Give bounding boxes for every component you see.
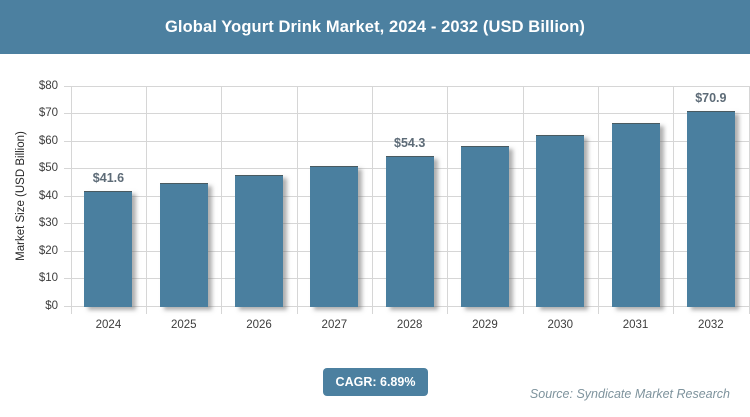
h-gridline	[63, 113, 749, 115]
y-tick-label: $50	[38, 162, 58, 175]
y-tick-label: $70	[38, 107, 58, 120]
v-gridline	[748, 85, 750, 314]
bar-2030	[536, 135, 585, 307]
v-gridline	[296, 85, 298, 314]
chart-title-banner: Global Yogurt Drink Market, 2024 - 2032 …	[0, 0, 750, 54]
v-gridline	[221, 85, 223, 314]
h-gridline	[63, 140, 749, 142]
cagr-label: CAGR: 6.89%	[335, 375, 416, 389]
x-tick-label: 2031	[622, 319, 649, 331]
bar-2031	[611, 123, 660, 307]
y-tick-label: $20	[38, 244, 58, 257]
x-tick-label: 2025	[170, 319, 197, 331]
x-tick-label: 2026	[246, 319, 272, 331]
bar-2024	[84, 191, 133, 307]
cagr-badge: CAGR: 6.89%	[323, 368, 428, 396]
y-tick-label: $30	[38, 217, 58, 230]
h-gridline	[63, 85, 749, 87]
v-gridline	[372, 85, 373, 314]
v-gridline	[146, 85, 148, 314]
v-gridline	[70, 85, 72, 314]
v-gridline	[673, 85, 675, 314]
bar-value-label: $54.3	[394, 136, 426, 151]
x-tick-label: 2030	[547, 319, 574, 331]
x-tick-label: 2028	[396, 319, 423, 331]
x-tick-label: 2027	[321, 319, 348, 331]
y-tick-label: $60	[38, 134, 58, 147]
y-tick-label: $10	[38, 272, 58, 285]
bar-value-label: $70.9	[695, 90, 727, 105]
v-gridline	[447, 85, 449, 314]
y-tick-label: $40	[38, 189, 58, 202]
v-gridline	[597, 85, 599, 314]
source-note: Source: Syndicate Market Research	[529, 387, 730, 401]
bar-2029	[460, 146, 509, 307]
x-tick-label: 2032	[698, 319, 724, 331]
bar-2028	[385, 156, 434, 307]
v-gridline	[522, 85, 524, 314]
bar-2027	[310, 165, 359, 307]
bar-value-label: $41.6	[92, 171, 125, 186]
x-tick-label: 2024	[95, 319, 122, 331]
y-tick-label: $80	[38, 79, 58, 92]
chart-title: Global Yogurt Drink Market, 2024 - 2032 …	[164, 17, 586, 36]
y-tick-label: $0	[45, 300, 58, 312]
bar-2026	[235, 175, 284, 307]
x-tick-label: 2029	[472, 319, 498, 331]
bar-2025	[159, 183, 208, 307]
bar-2032	[686, 110, 735, 307]
